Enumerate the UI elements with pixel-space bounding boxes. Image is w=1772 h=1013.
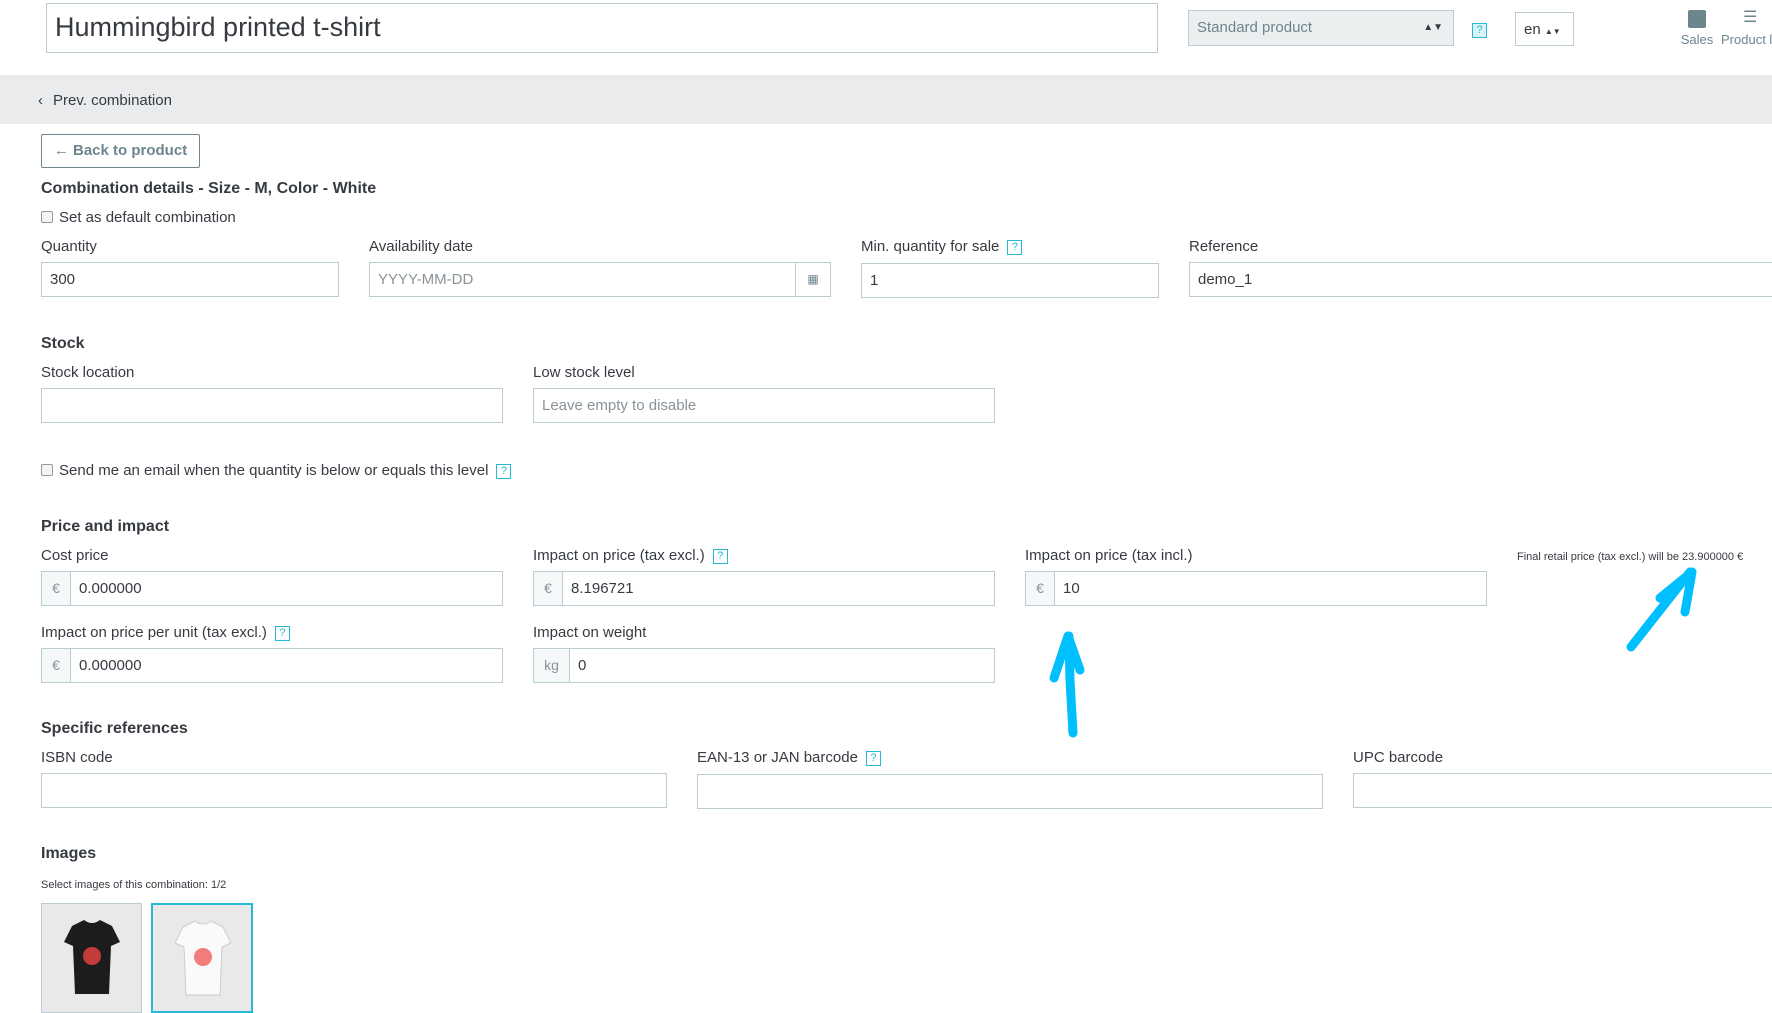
euro-addon: € — [42, 572, 71, 605]
back-label: Back to product — [72, 142, 188, 159]
upc-label: UPC barcode — [1353, 749, 1444, 766]
kg-addon: kg — [534, 649, 570, 682]
low-stock-input[interactable]: Leave empty to disable — [533, 388, 995, 423]
final-retail-price: Final retail price (tax excl.) will be 2… — [1517, 551, 1744, 563]
help-icon[interactable]: ? — [712, 548, 728, 564]
prev-combination-link[interactable]: ‹ Prev. combination — [38, 92, 172, 109]
weight-input[interactable]: kg 0 — [533, 648, 995, 683]
weight-label: Impact on weight — [533, 624, 647, 641]
cost-value: 0.000000 — [79, 580, 142, 597]
euro-addon: € — [1026, 572, 1055, 605]
product-type-value: Standard product — [1197, 19, 1313, 36]
cost-price-input[interactable]: €0.000000 — [41, 571, 503, 606]
isbn-label: ISBN code — [41, 749, 113, 766]
impact-incl-value: 10 — [1063, 580, 1080, 597]
default-label: Set as default combination — [59, 209, 236, 226]
impact-excl-input[interactable]: €8.196721 — [533, 571, 995, 606]
min-qty-text: Min. quantity for sale — [861, 238, 1000, 255]
quantity-input[interactable]: 300 — [41, 262, 339, 297]
help-icon[interactable]: ? — [1007, 239, 1023, 255]
ean-label: EAN-13 or JAN barcode? — [697, 749, 881, 766]
help-icon[interactable]: ? — [1472, 23, 1487, 38]
stock-location-input[interactable] — [41, 388, 503, 423]
default-combination-checkbox[interactable]: Set as default combination — [41, 209, 236, 226]
annotation-arrow-diagonal — [1626, 567, 1697, 652]
ean-input[interactable] — [697, 774, 1323, 809]
language-value: en — [1524, 21, 1541, 38]
refs-heading: Specific references — [41, 720, 188, 737]
min-qty-label: Min. quantity for sale? — [861, 238, 1023, 255]
reference-label: Reference — [1189, 238, 1259, 255]
bar-chart-icon — [1688, 10, 1706, 28]
unit-price-label: Impact on price per unit (tax excl.)? — [41, 624, 290, 641]
product-list-label: Product l — [1721, 32, 1772, 47]
stock-location-label: Stock location — [41, 364, 135, 381]
select-arrows-icon: ▲▼ — [1423, 22, 1443, 33]
prev-combination-label: Prev. combination — [53, 92, 172, 109]
impact-incl-input[interactable]: €10 — [1025, 571, 1487, 606]
cost-price-label: Cost price — [41, 547, 109, 564]
impact-excl-label: Impact on price (tax excl.)? — [533, 547, 728, 564]
checkbox[interactable] — [41, 464, 53, 476]
email-label: Send me an email when the quantity is be… — [59, 462, 489, 479]
list-icon: ☰ — [1743, 9, 1758, 26]
help-icon[interactable]: ? — [496, 463, 512, 479]
euro-addon: € — [42, 649, 71, 682]
unit-price-input[interactable]: €0.000000 — [41, 648, 503, 683]
image-thumb-white-tshirt[interactable] — [151, 903, 253, 1013]
combination-nav-bar — [0, 75, 1772, 124]
calendar-icon[interactable]: ▦ — [795, 263, 830, 296]
sales-label: Sales — [1680, 32, 1714, 47]
impact-incl-label: Impact on price (tax incl.) — [1025, 547, 1193, 564]
availability-placeholder: YYYY-MM-DD — [378, 271, 474, 288]
min-qty-input[interactable]: 1 — [861, 263, 1159, 298]
stock-heading: Stock — [41, 335, 85, 352]
availability-label: Availability date — [369, 238, 473, 255]
ean-text: EAN-13 or JAN barcode — [697, 749, 858, 766]
product-type-select[interactable]: Standard product ▲▼ — [1188, 10, 1454, 46]
product-list-button[interactable]: ☰ Product l — [1721, 9, 1772, 48]
tshirt-black-image — [64, 920, 120, 994]
low-stock-label: Low stock level — [533, 364, 635, 381]
euro-addon: € — [534, 572, 563, 605]
checkbox[interactable] — [41, 211, 53, 223]
help-icon[interactable]: ? — [865, 750, 881, 766]
quantity-label: Quantity — [41, 238, 97, 255]
annotation-arrow-up — [1049, 631, 1085, 738]
weight-value: 0 — [578, 657, 587, 674]
image-thumb-black-tshirt[interactable] — [41, 903, 142, 1013]
upc-input[interactable] — [1353, 773, 1772, 808]
impact-excl-value: 8.196721 — [571, 580, 634, 597]
sales-button[interactable]: Sales — [1680, 10, 1714, 47]
availability-date-input[interactable]: YYYY-MM-DD ▦ — [369, 262, 831, 297]
arrow-left-icon: ← — [53, 142, 73, 159]
isbn-input[interactable] — [41, 773, 667, 808]
impact-excl-text: Impact on price (tax excl.) — [533, 547, 705, 564]
help-icon[interactable]: ? — [274, 625, 290, 641]
select-arrows-icon: ▲▼ — [1544, 27, 1561, 36]
tshirt-white-image — [174, 920, 232, 996]
unit-value: 0.000000 — [79, 657, 142, 674]
unit-price-text: Impact on price per unit (tax excl.) — [41, 624, 267, 641]
language-select[interactable]: en ▲▼ — [1515, 12, 1574, 46]
price-heading: Price and impact — [41, 518, 170, 535]
back-to-product-button[interactable]: ← Back to product — [41, 134, 200, 168]
combination-heading: Combination details - Size - M, Color - … — [41, 180, 377, 197]
images-heading: Images — [41, 845, 97, 862]
low-stock-email-checkbox[interactable]: Send me an email when the quantity is be… — [41, 462, 512, 479]
images-hint: Select images of this combination: 1/2 — [41, 879, 227, 891]
chevron-left-icon: ‹ — [38, 92, 43, 109]
product-name-input[interactable]: Hummingbird printed t-shirt — [46, 3, 1158, 53]
reference-input[interactable]: demo_1 — [1189, 262, 1772, 297]
